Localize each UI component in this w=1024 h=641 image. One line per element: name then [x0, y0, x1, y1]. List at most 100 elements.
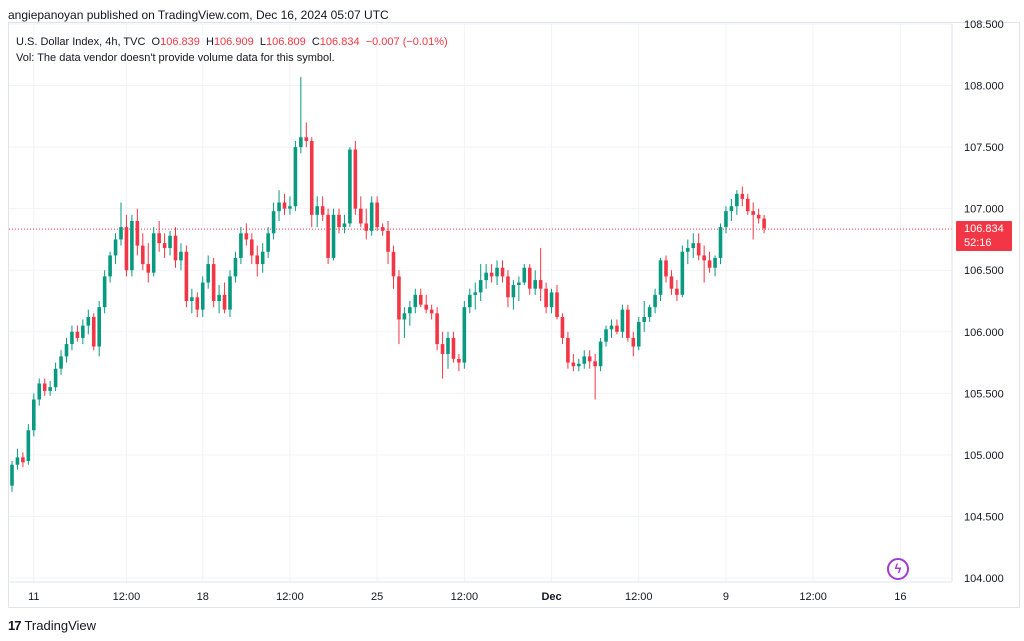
- candle: [375, 196, 379, 231]
- candle-body: [527, 267, 532, 289]
- y-tick-label: 106.000: [964, 327, 1004, 339]
- candle: [484, 264, 488, 289]
- candle: [250, 233, 254, 265]
- candle-body: [380, 227, 385, 231]
- candle-body: [457, 358, 461, 363]
- candle-body: [626, 309, 630, 338]
- candle-body: [549, 292, 554, 308]
- candle: [42, 378, 47, 396]
- candle: [402, 307, 407, 338]
- candle: [724, 206, 728, 234]
- candle-body: [222, 294, 227, 310]
- candle: [696, 233, 701, 261]
- candle: [380, 223, 385, 236]
- candle: [566, 331, 570, 369]
- candle: [359, 196, 363, 228]
- candle-body: [75, 331, 80, 338]
- x-tick-label: 25: [371, 591, 383, 603]
- candle: [544, 282, 548, 314]
- candle: [489, 264, 494, 283]
- candle-body: [571, 362, 576, 367]
- legend-high-value: 106.909: [213, 36, 254, 48]
- candle: [299, 76, 303, 154]
- candle: [211, 257, 216, 308]
- candle: [691, 233, 696, 258]
- candle: [604, 325, 608, 347]
- candle-body: [696, 243, 701, 256]
- candle: [495, 260, 499, 285]
- candle-body: [604, 329, 608, 342]
- candle-body: [42, 383, 47, 391]
- candle-body: [288, 206, 292, 209]
- candle: [15, 448, 20, 470]
- candle: [135, 208, 140, 256]
- candle-body: [21, 457, 25, 463]
- candle-body: [320, 206, 325, 215]
- candle: [337, 208, 341, 234]
- candle-body: [195, 297, 200, 310]
- candle-body: [587, 356, 592, 362]
- candle-body: [413, 294, 418, 308]
- candle-body: [86, 317, 91, 326]
- candle-body: [228, 276, 232, 310]
- legend-ohlc-row: U.S. Dollar Index, 4h, TVC O106.839 H106…: [16, 34, 448, 50]
- candle: [10, 461, 14, 492]
- chart-frame[interactable]: [8, 22, 1020, 608]
- candle-body: [282, 202, 287, 209]
- candle-body: [647, 307, 652, 318]
- candle: [282, 193, 287, 215]
- candle: [320, 196, 325, 221]
- chart-legend: U.S. Dollar Index, 4h, TVC O106.839 H106…: [16, 34, 448, 66]
- candle-body: [446, 337, 450, 354]
- candle: [75, 325, 80, 342]
- candle-body: [369, 202, 374, 231]
- candle-body: [740, 193, 745, 199]
- candle-body: [348, 149, 352, 224]
- lightning-icon[interactable]: ϟ: [887, 558, 909, 580]
- candle: [511, 280, 516, 310]
- candle-body: [206, 264, 210, 283]
- candle-body: [468, 294, 472, 308]
- legend-low-value: 106.809: [265, 36, 306, 48]
- candle-body: [566, 337, 570, 363]
- candle-body: [304, 137, 309, 141]
- candle-body: [97, 307, 101, 347]
- candle: [424, 294, 428, 314]
- candle-body: [478, 280, 483, 293]
- candle: [391, 245, 396, 289]
- tradingview-brand[interactable]: 17 TradingView: [8, 618, 96, 633]
- candle: [680, 245, 685, 298]
- candle: [266, 227, 270, 258]
- candle: [653, 288, 657, 314]
- candle: [462, 301, 467, 369]
- candle-body: [397, 276, 401, 320]
- candle-body: [119, 227, 123, 240]
- candle: [260, 243, 265, 273]
- candle: [620, 304, 625, 338]
- candle: [222, 282, 227, 314]
- candle-body: [32, 399, 36, 431]
- candle: [506, 270, 510, 308]
- candle: [702, 245, 706, 283]
- candle: [184, 245, 189, 308]
- y-tick-label: 107.000: [964, 204, 1004, 216]
- candle-body: [735, 193, 739, 207]
- candle-body: [418, 294, 423, 305]
- candle-body: [184, 251, 189, 301]
- candle: [429, 304, 434, 320]
- candle-body: [680, 251, 685, 295]
- x-tick-label: 9: [723, 591, 729, 603]
- candle: [626, 304, 630, 342]
- candle: [729, 198, 734, 221]
- candle: [348, 147, 352, 228]
- candle: [113, 233, 118, 265]
- candle-body: [609, 325, 614, 330]
- candle: [571, 353, 576, 372]
- y-tick-label: 105.500: [964, 388, 1004, 400]
- candle-body: [331, 214, 336, 258]
- candle: [162, 233, 167, 258]
- candle: [304, 122, 309, 148]
- x-tick-label: 11: [28, 591, 39, 603]
- candle-body: [642, 317, 646, 322]
